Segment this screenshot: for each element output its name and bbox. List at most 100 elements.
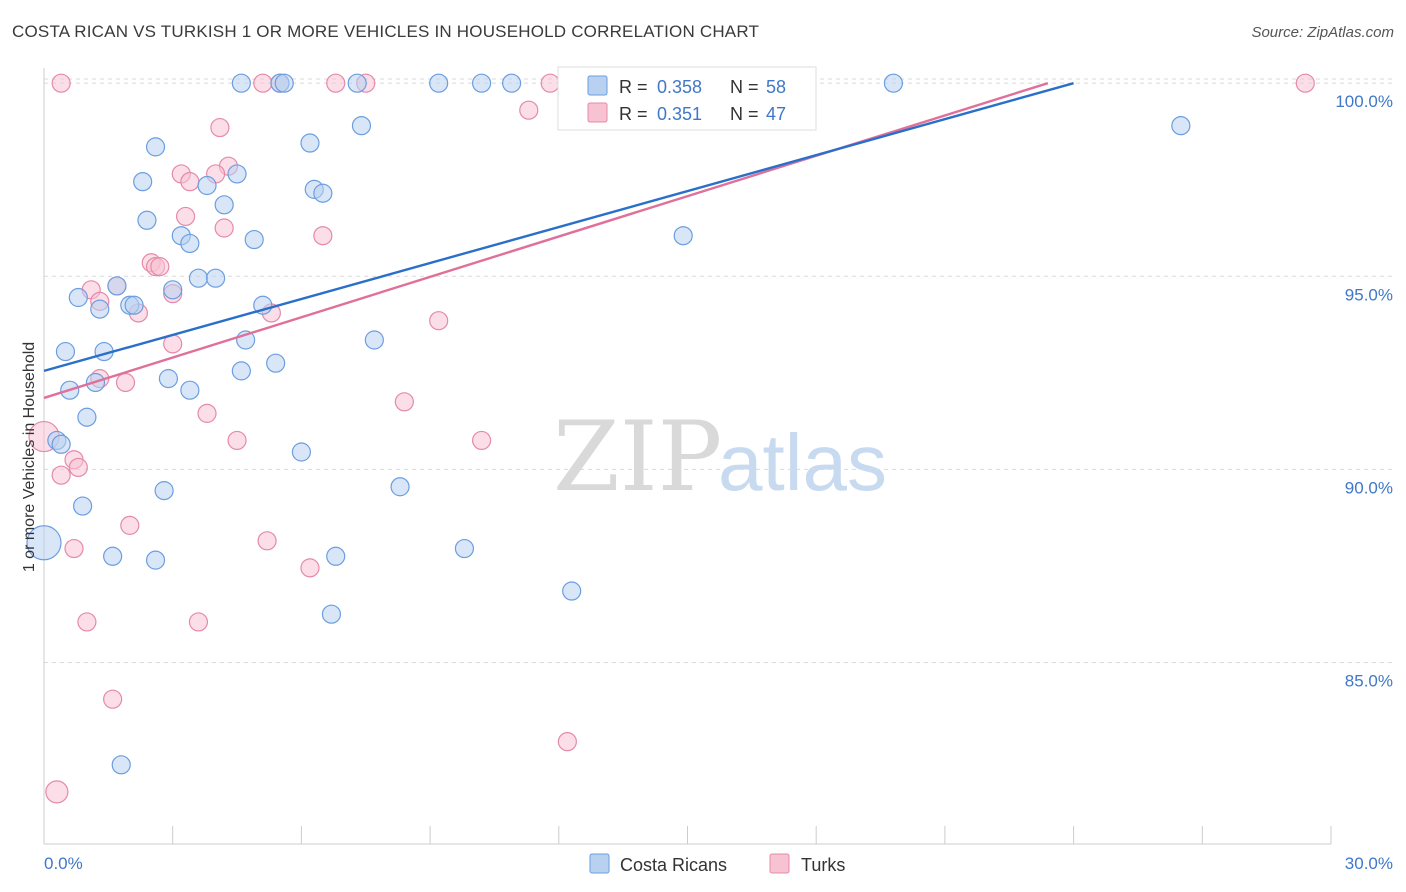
costa-ricans-point <box>180 233 200 254</box>
costa-ricans-point <box>133 172 153 192</box>
costa-ricans-point <box>26 525 62 561</box>
legend-r-value-costa-ricans: 0.358 <box>657 77 702 97</box>
turks-point <box>77 612 97 632</box>
costa-ricans-point <box>390 477 410 497</box>
legend-n-label-2: N = <box>730 104 759 124</box>
bottom-legend-swatch-turks <box>769 853 790 874</box>
turks-trend-line <box>43 82 1049 400</box>
costa-ricans-point <box>471 73 492 93</box>
costa-ricans-point <box>111 755 131 775</box>
turks-point <box>429 311 449 331</box>
costa-ricans-point <box>188 268 209 288</box>
axes <box>43 68 1332 845</box>
costa-ricans-point <box>274 73 294 93</box>
turks-point <box>557 732 577 752</box>
costa-ricans-point <box>124 295 144 315</box>
turks-point <box>300 558 320 578</box>
costa-ricans-point <box>214 195 234 215</box>
costa-ricans-point <box>107 276 127 296</box>
source-label: Source: ZipAtlas.com <box>1251 24 1394 41</box>
legend-r-label-1: R = <box>619 77 648 97</box>
costa-ricans-point <box>300 133 320 153</box>
turks-point <box>210 117 230 138</box>
costa-ricans-point <box>154 481 174 501</box>
costa-ricans-point <box>227 164 247 184</box>
costa-ricans-point <box>55 341 76 362</box>
costa-ricans-point <box>326 546 346 566</box>
costa-ricans-point <box>51 434 71 454</box>
turks-point <box>519 100 539 120</box>
turks-point <box>214 218 234 238</box>
turks-point <box>180 172 200 192</box>
legend-n-label-1: N = <box>730 77 759 97</box>
costa-ricans-point <box>158 369 179 389</box>
costa-ricans-point <box>90 299 110 319</box>
turks-point <box>68 457 88 478</box>
costa-ricans-point <box>163 280 183 300</box>
chart-title: COSTA RICAN VS TURKISH 1 OR MORE VEHICLE… <box>12 22 760 41</box>
gridlines: 85.0% 90.0% 95.0% 100.0% <box>44 78 1393 690</box>
legend-n-value-costa-ricans: 58 <box>766 77 786 97</box>
turks-point <box>326 73 346 93</box>
legend-r-label-2: R = <box>619 104 648 124</box>
x-tick-label-max: 30.0% <box>1345 854 1393 873</box>
top-legend: R = 0.358 N = 58 R = 0.351 N = 47 <box>557 66 817 131</box>
bottom-legend: Costa Ricans Turks <box>589 853 845 875</box>
turks-point <box>197 403 217 423</box>
legend-n-value-turks: 47 <box>766 104 786 124</box>
watermark-atlas: atlas <box>718 418 887 507</box>
costa-ricans-point <box>77 407 97 427</box>
y-tick-label: 100.0% <box>1335 92 1393 111</box>
y-tick-label: 90.0% <box>1345 478 1393 497</box>
turks-point <box>120 515 140 535</box>
costa-ricans-point <box>266 353 286 373</box>
turks-point <box>394 392 414 412</box>
costa-ricans-point <box>291 442 311 462</box>
costa-ricans-point <box>562 581 582 601</box>
turks-point <box>51 73 71 93</box>
turks-point <box>175 206 196 227</box>
costa-ricans-point <box>73 496 93 516</box>
costa-ricans-point <box>137 210 157 230</box>
turks-point <box>115 372 136 393</box>
watermark-zip: ZIP <box>553 401 722 513</box>
costa-ricans-point <box>244 229 264 250</box>
bottom-legend-label-costa-ricans: Costa Ricans <box>620 855 727 875</box>
turks-point <box>64 538 84 559</box>
x-tick-label-min: 0.0% <box>44 854 83 873</box>
turks-point <box>188 612 209 632</box>
costa-ricans-point <box>145 550 166 570</box>
costa-ricans-trend-line <box>43 82 1074 373</box>
bottom-legend-swatch-costa-ricans <box>589 853 610 874</box>
turks-point <box>253 73 273 93</box>
costa-ricans-point <box>502 73 522 93</box>
costa-ricans-point <box>231 73 251 93</box>
y-tick-label: 95.0% <box>1345 285 1393 304</box>
costa-ricans-point <box>673 226 693 246</box>
turks-point <box>51 465 71 485</box>
turks-point <box>227 430 247 451</box>
turks-point <box>150 257 170 277</box>
turks-point <box>257 531 277 551</box>
costa-ricans-point <box>103 546 123 566</box>
y-tick-label: 85.0% <box>1345 671 1393 690</box>
series-costa-ricans-points <box>26 73 1191 775</box>
costa-ricans-point <box>180 380 200 400</box>
costa-ricans-point <box>321 604 342 624</box>
costa-ricans-point <box>1171 116 1191 136</box>
costa-ricans-point <box>145 137 166 157</box>
turks-point <box>1295 73 1315 93</box>
turks-point <box>471 430 492 451</box>
costa-ricans-point <box>351 116 372 136</box>
costa-ricans-point <box>883 73 904 93</box>
turks-point <box>540 73 560 93</box>
legend-swatch-turks <box>587 102 608 123</box>
y-axis-label: 1 or more Vehicles in Household <box>21 342 38 572</box>
turks-point <box>313 226 333 246</box>
trend-lines <box>43 82 1074 400</box>
bottom-legend-label-turks: Turks <box>801 855 845 875</box>
costa-ricans-point <box>231 361 251 381</box>
costa-ricans-point <box>454 538 475 559</box>
costa-ricans-point <box>364 330 384 350</box>
